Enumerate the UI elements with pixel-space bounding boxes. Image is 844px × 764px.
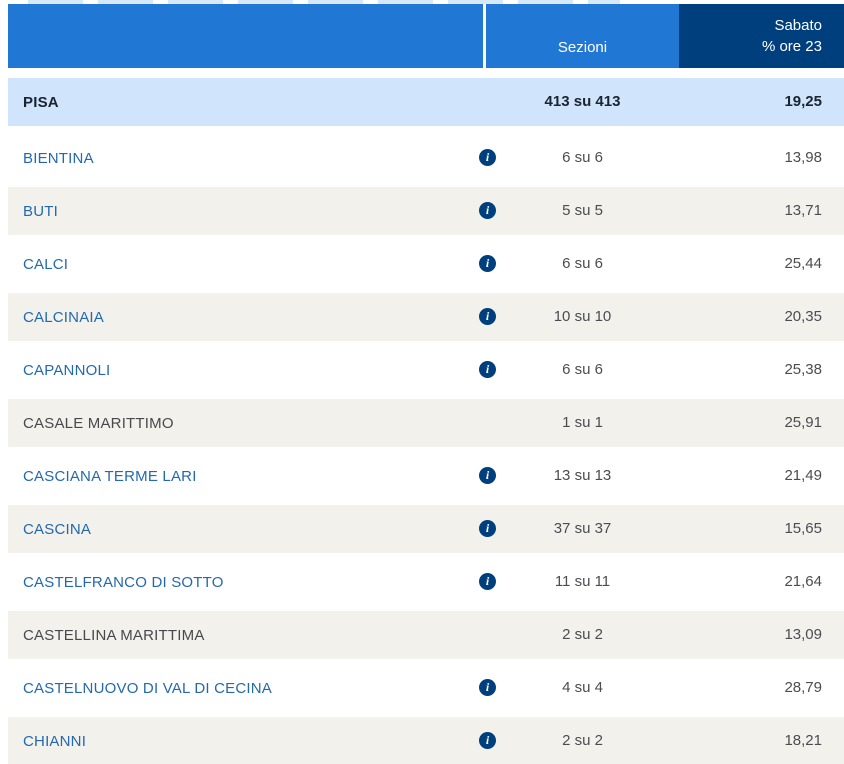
header-name-cell <box>8 4 483 68</box>
municipality-name[interactable]: CASTELFRANCO DI SOTTO <box>23 573 224 591</box>
turnout-value: 19,25 <box>784 93 822 110</box>
info-icon[interactable]: i <box>479 202 496 219</box>
municipality-row: CASALE MARITTIMO 1 su 1 25,91 <box>8 399 844 447</box>
municipality-row: CALCINAIA i 10 su 10 20,35 <box>8 293 844 341</box>
municipality-name: CASALE MARITTIMO <box>23 414 174 432</box>
municipality-name[interactable]: CASCINA <box>23 520 92 538</box>
info-icon[interactable]: i <box>479 361 496 378</box>
turnout-value: 28,79 <box>784 679 822 696</box>
info-icon[interactable]: i <box>479 679 496 696</box>
turnout-value: 15,65 <box>784 520 822 537</box>
municipality-row: CHIANNI i 2 su 2 18,21 <box>8 717 844 764</box>
municipality-name[interactable]: CALCINAIA <box>23 308 104 326</box>
info-icon[interactable]: i <box>479 255 496 272</box>
sections-count: 37 su 37 <box>553 520 612 537</box>
municipality-row: BIENTINA i 6 su 6 13,98 <box>8 134 844 182</box>
municipality-row: CASTELNUOVO DI VAL DI CECINA i 4 su 4 28… <box>8 664 844 712</box>
turnout-value: 13,98 <box>784 149 822 166</box>
turnout-value: 21,64 <box>784 573 822 590</box>
info-icon[interactable]: i <box>479 308 496 325</box>
turnout-value: 13,71 <box>784 202 822 219</box>
turnout-value: 20,35 <box>784 308 822 325</box>
municipality-name[interactable]: CALCI <box>23 255 69 273</box>
municipality-row: CASCINA i 37 su 37 15,65 <box>8 505 844 553</box>
sections-count: 2 su 2 <box>562 626 603 643</box>
sections-count: 11 su 11 <box>554 573 611 590</box>
municipality-name[interactable]: CASCIANA TERME LARI <box>23 467 197 485</box>
sections-count: 4 su 4 <box>562 679 603 696</box>
turnout-value: 18,21 <box>784 732 822 749</box>
info-icon[interactable]: i <box>479 520 496 537</box>
municipality-name: CASTELLINA MARITTIMA <box>23 626 205 644</box>
cropped-banner-remnant <box>28 0 620 4</box>
municipality-name[interactable]: BUTI <box>23 202 58 220</box>
municipality-row: CAPANNOLI i 6 su 6 25,38 <box>8 346 844 394</box>
sections-count: 413 su 413 <box>544 93 621 110</box>
municipality-name[interactable]: CAPANNOLI <box>23 361 111 379</box>
turnout-value: 13,09 <box>784 626 822 643</box>
sections-count: 2 su 2 <box>562 732 603 749</box>
municipality-name[interactable]: CASTELNUOVO DI VAL DI CECINA <box>23 679 272 697</box>
municipality-row: CASTELFRANCO DI SOTTO i 11 su 11 21,64 <box>8 558 844 606</box>
sections-count: 6 su 6 <box>562 361 603 378</box>
turnout-table: Sezioni Sabato % ore 23 PISA 413 su 413 … <box>8 4 844 764</box>
municipality-row: CASCIANA TERME LARI i 13 su 13 21,49 <box>8 452 844 500</box>
turnout-value: 25,38 <box>784 361 822 378</box>
header-sezioni-cell: Sezioni <box>486 4 679 68</box>
day-label-line2: % ore 23 <box>761 38 822 55</box>
province-name: PISA <box>23 93 59 111</box>
info-icon[interactable]: i <box>479 149 496 166</box>
table-header: Sezioni Sabato % ore 23 <box>8 4 844 68</box>
municipality-list: BIENTINA i 6 su 6 13,98 BUTI i 5 su 5 13… <box>8 134 844 764</box>
info-icon[interactable]: i <box>479 467 496 484</box>
municipality-name[interactable]: BIENTINA <box>23 149 94 167</box>
header-day-cell: Sabato % ore 23 <box>679 4 844 68</box>
sections-count: 1 su 1 <box>562 414 603 431</box>
municipality-row: BUTI i 5 su 5 13,71 <box>8 187 844 235</box>
sections-count: 6 su 6 <box>562 149 603 166</box>
sezioni-column-label: Sezioni <box>557 39 608 56</box>
sections-count: 10 su 10 <box>553 308 612 325</box>
info-icon[interactable]: i <box>479 573 496 590</box>
day-label-line1: Sabato <box>774 17 822 34</box>
sections-count: 6 su 6 <box>562 255 603 272</box>
province-summary-row: PISA 413 su 413 19,25 <box>8 78 844 126</box>
municipality-row: CALCI i 6 su 6 25,44 <box>8 240 844 288</box>
turnout-value: 25,44 <box>784 255 822 272</box>
turnout-value: 25,91 <box>784 414 822 431</box>
sections-count: 13 su 13 <box>553 467 612 484</box>
sections-count: 5 su 5 <box>562 202 603 219</box>
municipality-row: CASTELLINA MARITTIMA 2 su 2 13,09 <box>8 611 844 659</box>
info-icon[interactable]: i <box>479 732 496 749</box>
header-separator <box>483 4 486 68</box>
turnout-value: 21,49 <box>784 467 822 484</box>
municipality-name[interactable]: CHIANNI <box>23 732 87 750</box>
